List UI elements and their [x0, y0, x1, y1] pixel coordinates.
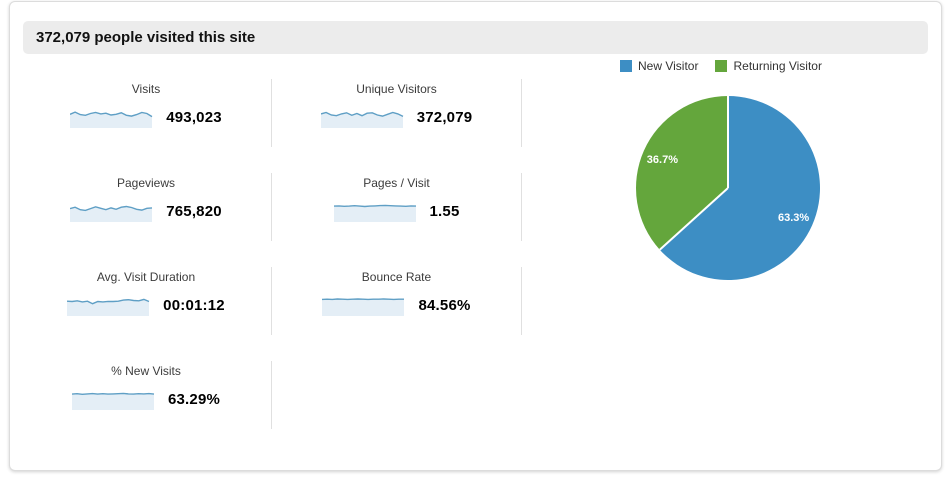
metric-visits: Visits 493,023 — [21, 79, 272, 147]
metric-percent-new-visits: % New Visits 63.29% — [21, 361, 272, 429]
visitor-type-pie-chart: 63.3% 36.7% — [636, 96, 821, 280]
sparkline-percent-new-visits — [71, 392, 155, 410]
metric-trend-row: 765,820 — [70, 201, 222, 222]
legend-item-new-visitor[interactable]: New Visitor — [620, 59, 698, 73]
legend-label: New Visitor — [638, 59, 699, 73]
metric-value: 1.55 — [429, 203, 460, 220]
legend-item-returning-visitor[interactable]: Returning Visitor — [715, 59, 822, 73]
pie-slice-percentage-label: 63.3% — [778, 212, 809, 224]
sparkline-unique-visitors — [320, 111, 403, 128]
metric-value: 372,079 — [416, 109, 473, 126]
metric-bounce-rate: Bounce Rate 84.56% — [272, 267, 522, 335]
metric-label: % New Visits — [111, 364, 181, 378]
pie-slice-new-visitor[interactable] — [659, 96, 821, 280]
sparkline-area — [333, 205, 416, 222]
sparkline-area — [322, 299, 405, 316]
sparkline-line — [71, 392, 155, 396]
sparkline-area — [67, 299, 150, 316]
sparkline-area — [70, 206, 153, 222]
metric-pageviews: Pageviews 765,820 — [21, 173, 272, 241]
metric-trend-row: 00:01:12 — [67, 295, 225, 316]
metric-label: Avg. Visit Duration — [96, 270, 196, 284]
pie-slice-separator — [659, 187, 729, 251]
overview-card: 372,079 people visited this site Visits 4… — [9, 1, 942, 471]
sparkline-line — [320, 111, 403, 118]
metric-pages-per-visit: Pages / Visit 1.55 — [272, 173, 522, 241]
sparkline-bounce-rate — [322, 298, 405, 316]
metric-value: 765,820 — [166, 203, 222, 220]
legend-swatch — [715, 60, 728, 72]
metric-label: Unique Visitors — [356, 82, 437, 96]
sparkline-avg-visit-duration — [67, 298, 150, 316]
sparkline-line — [67, 298, 150, 305]
visitors-summary-title: 372,079 people visited this site — [23, 21, 928, 54]
metric-label: Bounce Rate — [361, 270, 432, 284]
sparkline-area — [70, 112, 153, 128]
sparkline-line — [333, 204, 416, 208]
metrics-grid: Visits 493,023 Unique Visitors 372,079 Pagev… — [21, 79, 522, 455]
metric-label: Pageviews — [116, 176, 176, 190]
legend-label: Returning Visitor — [733, 59, 822, 73]
metric-trend-row: 84.56% — [322, 295, 470, 316]
sparkline-area — [71, 393, 154, 410]
sparkline-pages-per-visit — [333, 204, 416, 222]
metric-trend-row: 372,079 — [320, 107, 473, 128]
metric-label: Pages / Visit — [363, 176, 430, 190]
sparkline-pageviews — [70, 205, 153, 222]
legend-swatch — [620, 60, 633, 72]
sparkline-line — [70, 111, 153, 118]
sparkline-visits — [70, 111, 153, 128]
metric-value: 00:01:12 — [163, 297, 225, 314]
metric-unique-visitors: Unique Visitors 372,079 — [272, 79, 522, 147]
metric-value: 63.29% — [167, 391, 221, 408]
pie-slice-percentage-label: 36.7% — [647, 154, 678, 166]
metric-avg-visit-duration: Avg. Visit Duration 00:01:12 — [21, 267, 272, 335]
sparkline-line — [70, 205, 153, 212]
metric-trend-row: 493,023 — [70, 107, 222, 128]
metric-value: 84.56% — [418, 297, 471, 314]
pie-slice-returning-visitor[interactable] — [636, 96, 728, 250]
metric-trend-row: 1.55 — [333, 201, 460, 222]
pie-legend: New Visitor Returning Visitor — [521, 59, 921, 73]
metric-trend-row: 63.29% — [71, 389, 221, 410]
metric-label: Visits — [131, 82, 161, 96]
metric-value: 493,023 — [166, 109, 222, 126]
